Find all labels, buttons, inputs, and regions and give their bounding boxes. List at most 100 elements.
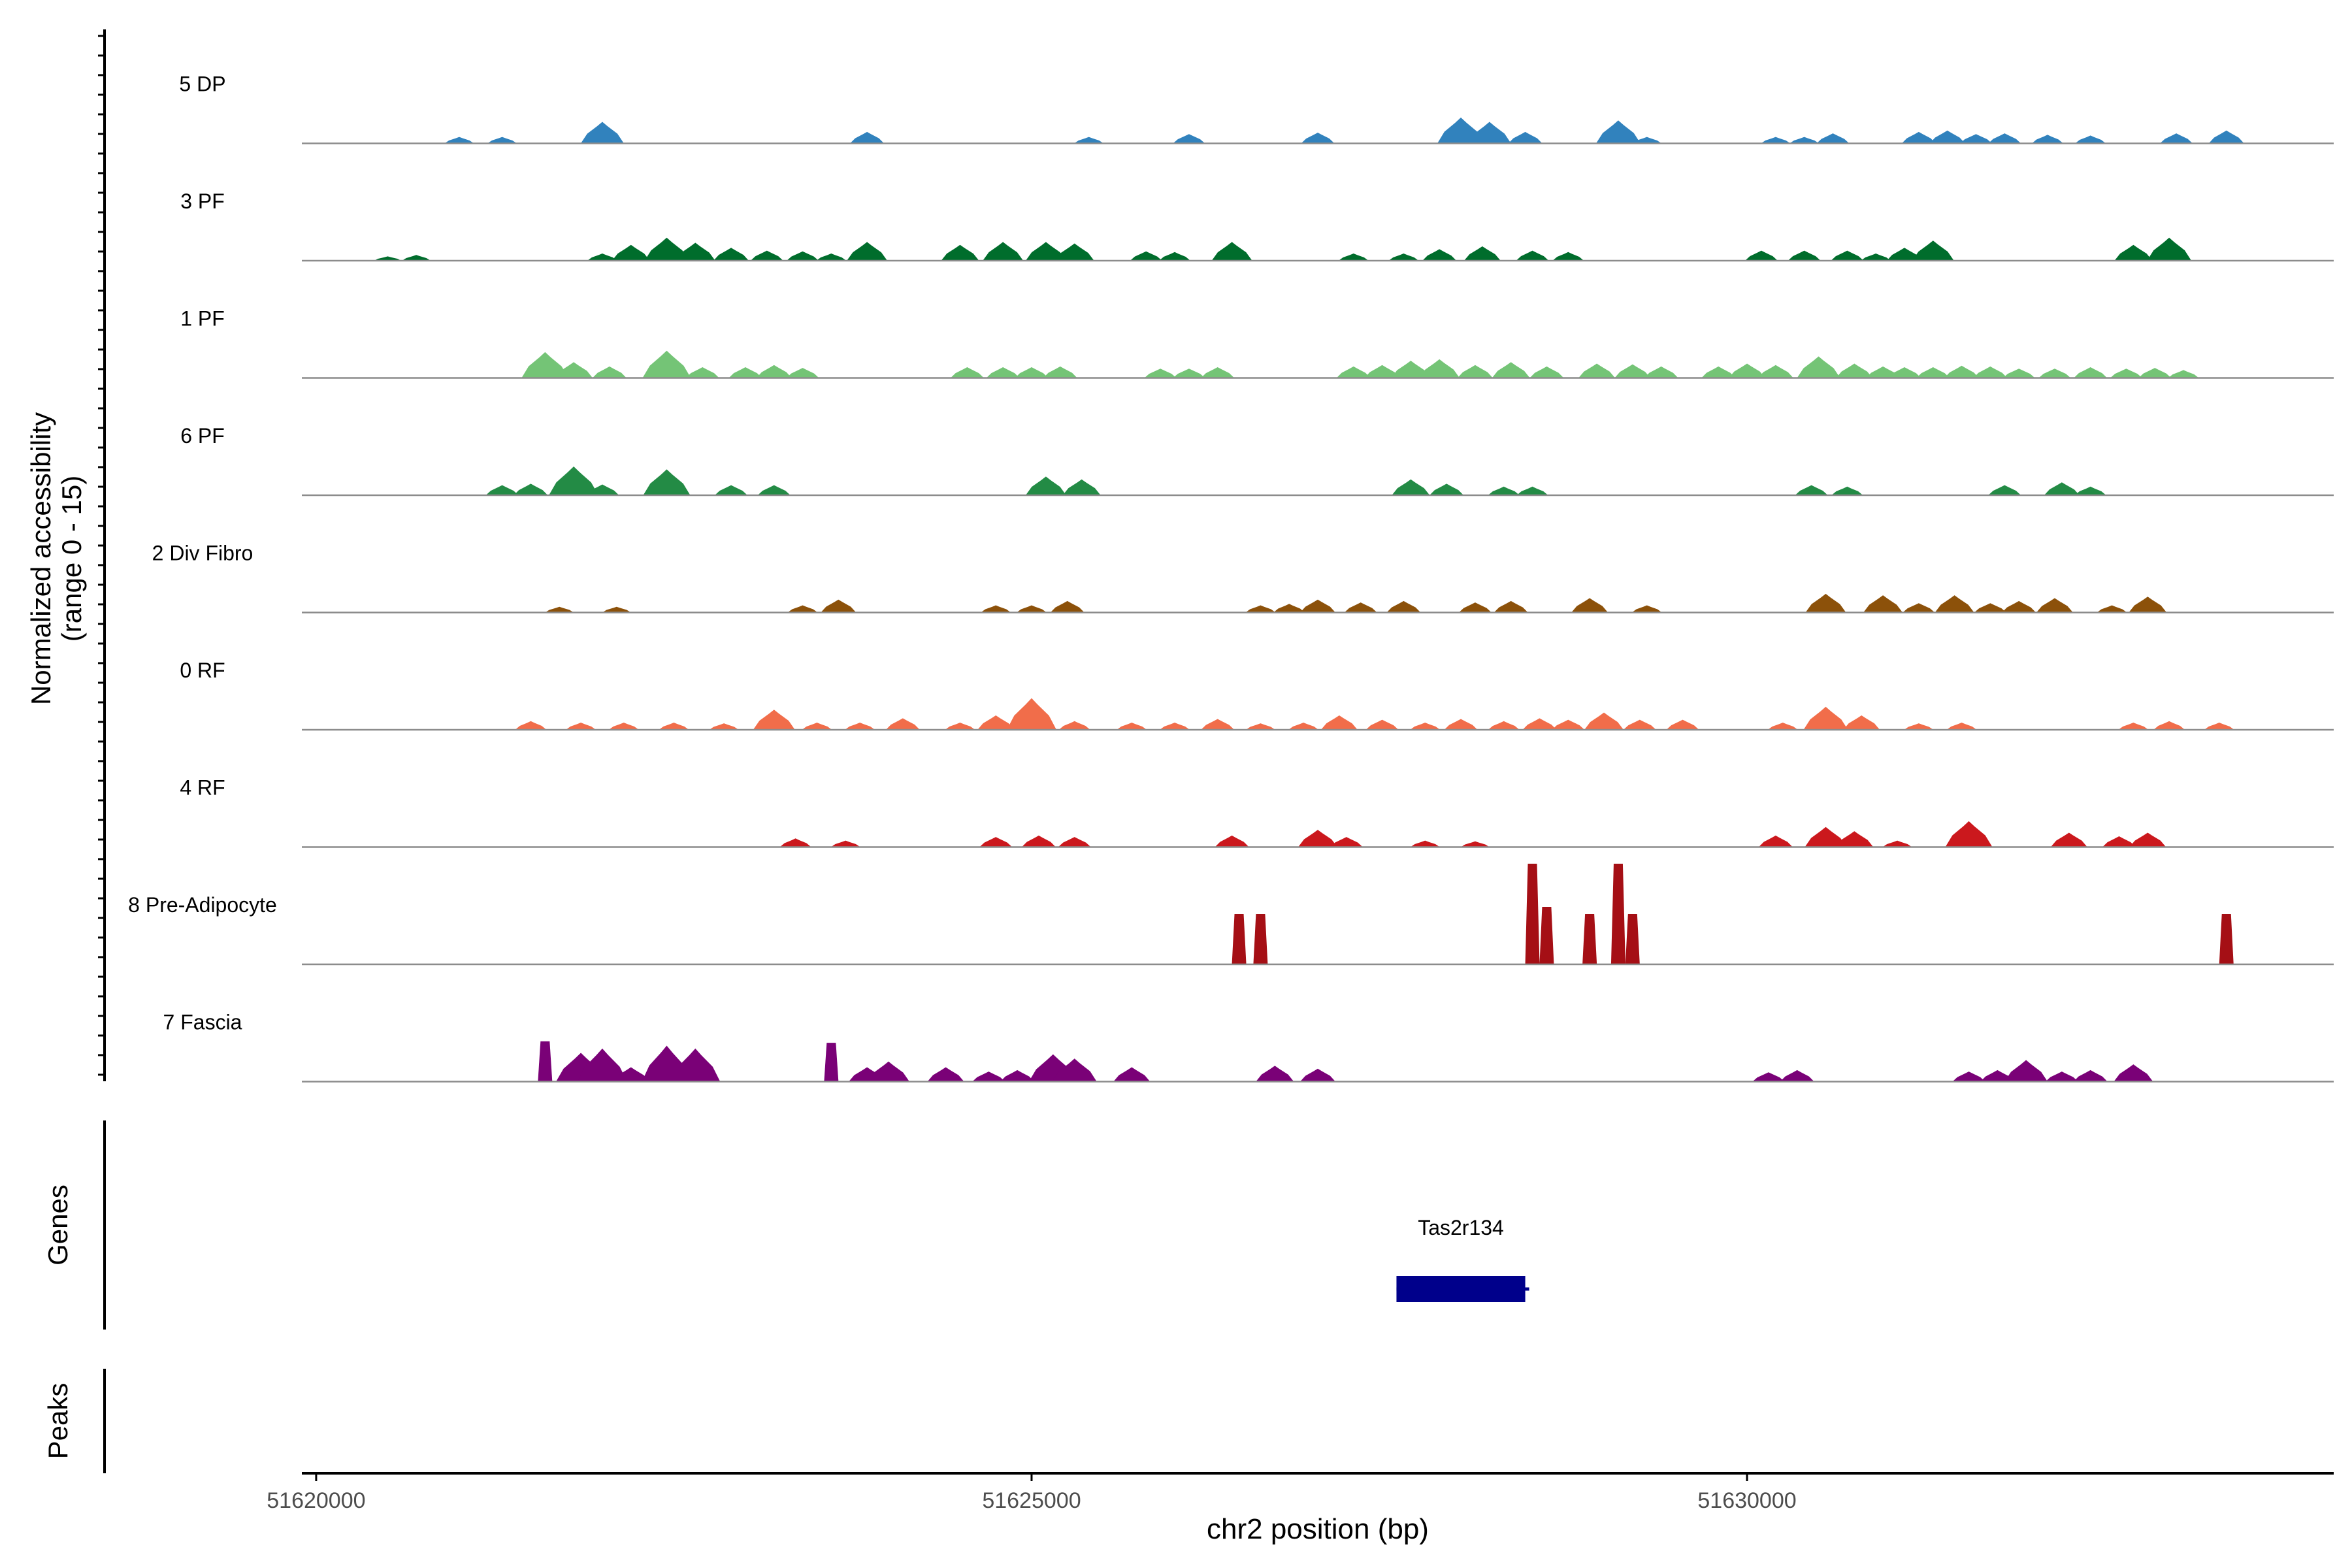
coverage-peak bbox=[659, 723, 689, 730]
coverage-peak bbox=[1831, 486, 1863, 495]
coverage-peak bbox=[1797, 356, 1840, 378]
coverage-peak bbox=[845, 723, 875, 730]
coverage-peak bbox=[1552, 719, 1585, 730]
coverage-peak bbox=[612, 1067, 649, 1082]
coverage-peak bbox=[2160, 133, 2193, 144]
track-5: 2 Div Fibro bbox=[152, 542, 2334, 613]
coverage-peak bbox=[566, 723, 596, 730]
coverage-peak bbox=[587, 253, 617, 261]
coverage-peak bbox=[786, 368, 819, 378]
coverage-peak bbox=[1525, 864, 1540, 964]
coverage-peak bbox=[1211, 242, 1252, 261]
coverage-peak bbox=[1539, 907, 1554, 964]
coverage-peak bbox=[1666, 719, 1699, 730]
coverage-peak bbox=[1330, 837, 1363, 847]
coverage-peak bbox=[1623, 719, 1656, 730]
coverage-peak bbox=[2110, 368, 2142, 378]
coverage-peak bbox=[515, 721, 547, 730]
coverage-peak bbox=[1365, 719, 1399, 730]
track-8: 8 Pre-Adipocyte bbox=[128, 864, 2334, 966]
coverage-peak bbox=[821, 599, 857, 613]
coverage-peak bbox=[1882, 840, 1912, 847]
coverage-peak bbox=[986, 367, 1020, 378]
coverage-peak bbox=[1916, 367, 1950, 378]
coverage-peak bbox=[2045, 1071, 2078, 1082]
coverage-peak bbox=[2208, 130, 2244, 144]
coverage-peak bbox=[2073, 1070, 2108, 1082]
coverage-peak bbox=[1988, 133, 2021, 144]
coverage-peak bbox=[2031, 135, 2063, 144]
x-axis-tick-label: 51630000 bbox=[1697, 1488, 1796, 1513]
coverage-peak bbox=[1256, 1066, 1294, 1082]
coverage-peak bbox=[1610, 864, 1625, 964]
coverage-peak bbox=[972, 1071, 1005, 1082]
coverage-peak bbox=[1757, 365, 1793, 378]
x-axis-tick-label: 51625000 bbox=[982, 1488, 1081, 1513]
coverage-peak bbox=[2002, 600, 2036, 613]
coverage-peak bbox=[1522, 718, 1557, 730]
coverage-peak bbox=[374, 256, 402, 261]
track-9: 7 Fascia bbox=[163, 1011, 2334, 1083]
coverage-peak bbox=[1843, 715, 1880, 730]
coverage-peak bbox=[1974, 603, 2006, 613]
coverage-peak bbox=[1904, 723, 1934, 730]
peaks-panel-title: Peaks bbox=[42, 1383, 73, 1460]
coverage-peak bbox=[1043, 366, 1077, 378]
coverage-peak bbox=[2138, 368, 2172, 378]
coverage-peak bbox=[945, 723, 975, 730]
coverage-peak bbox=[1952, 1071, 1985, 1082]
coverage-peak bbox=[1386, 600, 1421, 613]
x-axis-tick-label: 51620000 bbox=[267, 1488, 365, 1513]
coverage-peak bbox=[1388, 253, 1419, 261]
coverage-peak bbox=[779, 838, 811, 847]
coverage-peak bbox=[1614, 364, 1651, 378]
coverage-peak bbox=[1410, 723, 1441, 730]
coverage-peak bbox=[1300, 1068, 1335, 1082]
coverage-peak bbox=[1245, 605, 1276, 613]
coverage-peak bbox=[1130, 251, 1162, 261]
coverage-peak bbox=[2002, 368, 2035, 378]
coverage-peak bbox=[1816, 133, 1850, 144]
coverage-peak bbox=[670, 1048, 721, 1082]
coverage-peak bbox=[1625, 914, 1640, 964]
track-4: 6 PF bbox=[180, 424, 2334, 497]
coverage-peak bbox=[1422, 249, 1457, 261]
x-axis-ticks: 51620000 51625000 51630000 bbox=[267, 1473, 1797, 1513]
track-1: 5 DP bbox=[179, 73, 2334, 144]
coverage-peak bbox=[1460, 841, 1490, 847]
coverage-peak bbox=[1392, 479, 1430, 495]
coverage-peak bbox=[1338, 253, 1369, 261]
coverage-peak bbox=[728, 367, 762, 378]
track-2: 3 PF bbox=[180, 189, 2334, 262]
track-label: 1 PF bbox=[180, 307, 225, 331]
track-label: 7 Fascia bbox=[163, 1011, 242, 1034]
coverage-peak bbox=[1021, 835, 1056, 847]
coverage-peak bbox=[787, 605, 818, 613]
coverage-peak bbox=[643, 469, 691, 495]
coverage-peak bbox=[2153, 721, 2185, 730]
coverage-peak bbox=[2050, 832, 2087, 847]
accessibility-axis-ticks bbox=[98, 35, 105, 1076]
coverage-peak bbox=[1444, 719, 1478, 730]
coverage-peak bbox=[757, 485, 791, 495]
coverage-tracks: 5 DP 3 PF 1 PF 6 PF 2 Div Fibro 0 RF 4 RF 8 Pre… bbox=[128, 73, 2334, 1083]
coverage-peak bbox=[580, 122, 624, 144]
track-6: 0 RF bbox=[180, 659, 2334, 731]
coverage-peak bbox=[1595, 120, 1641, 144]
coverage-peak bbox=[2147, 237, 2192, 261]
x-axis-title: chr2 position (bp) bbox=[1207, 1513, 1429, 1545]
coverage-peak bbox=[715, 485, 748, 495]
coverage-peak bbox=[1805, 593, 1846, 613]
coverage-peak bbox=[1946, 723, 1977, 730]
coverage-peak bbox=[555, 362, 593, 378]
coverage-peak bbox=[1935, 595, 1974, 613]
coverage-peak bbox=[1980, 1070, 2015, 1082]
coverage-peak bbox=[1571, 598, 1609, 613]
coverage-peak bbox=[1320, 715, 1358, 730]
coverage-peak bbox=[1863, 595, 1903, 613]
coverage-peak bbox=[1113, 1067, 1151, 1082]
coverage-peak bbox=[1552, 252, 1584, 261]
coverage-peak bbox=[585, 484, 619, 495]
coverage-peak bbox=[2044, 482, 2080, 495]
coverage-peak bbox=[2118, 723, 2149, 730]
